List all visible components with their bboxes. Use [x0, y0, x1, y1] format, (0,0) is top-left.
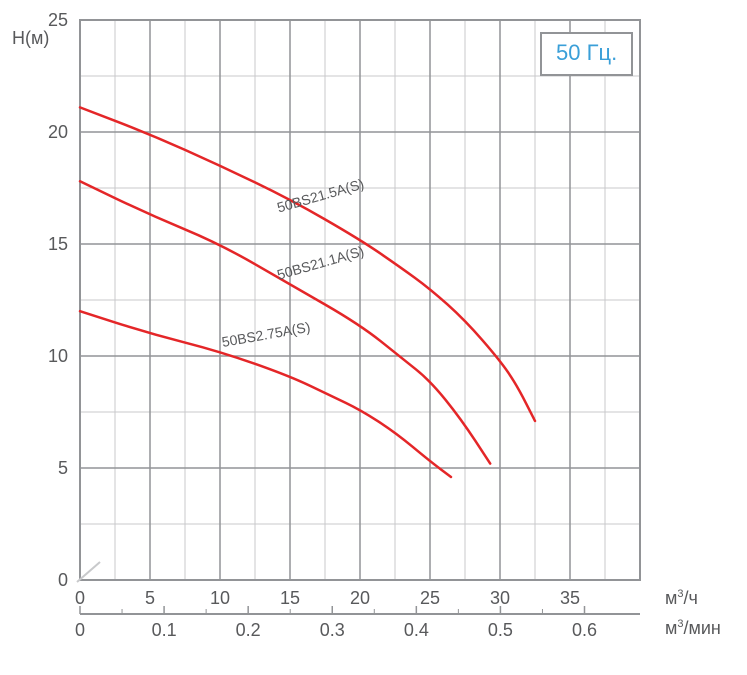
- x2-tick-label: 0.1: [152, 620, 177, 640]
- y-tick-label: 15: [48, 234, 68, 254]
- curve-label: 50BS2.75A(S): [221, 319, 312, 350]
- x2-tick-label: 0.6: [572, 620, 597, 640]
- x-axis-top-unit-label: м3/ч: [665, 588, 698, 609]
- y-tick-label: 0: [58, 570, 68, 590]
- x2-tick-label: 0.5: [488, 620, 513, 640]
- x2-tick-label: 0.3: [320, 620, 345, 640]
- x-tick-label: 20: [350, 588, 370, 608]
- x2-tick-label: 0.2: [236, 620, 261, 640]
- y-tick-label: 5: [58, 458, 68, 478]
- x-tick-label: 30: [490, 588, 510, 608]
- pump-curve-chart: 0 5 10 15 20 25 0 5 10 15 20 25 30 35 0 0.1 0.2 0.3 0.4 0.5…: [0, 0, 747, 675]
- frequency-badge: 50 Гц.: [540, 32, 633, 76]
- y-tick-label: 20: [48, 122, 68, 142]
- x-tick-label: 10: [210, 588, 230, 608]
- x-tick-label: 0: [75, 588, 85, 608]
- chart-canvas: 0 5 10 15 20 25 0 5 10 15 20 25 30 35 0 0.1 0.2 0.3 0.4 0.5…: [0, 0, 747, 675]
- x-axis-bottom-unit-label: м3/мин: [665, 618, 721, 639]
- x-tick-label: 15: [280, 588, 300, 608]
- y-tick-label: 25: [48, 10, 68, 30]
- x2-tick-label: 0.4: [404, 620, 429, 640]
- curve-label: 50BS21.1A(S): [275, 243, 365, 283]
- x-tick-label: 25: [420, 588, 440, 608]
- x-tick-label: 5: [145, 588, 155, 608]
- y-axis-unit-label: H(м): [12, 28, 49, 49]
- frequency-badge-text: 50 Гц.: [556, 40, 617, 65]
- x-tick-label: 35: [560, 588, 580, 608]
- x2-tick-label: 0: [75, 620, 85, 640]
- y-axis-unit-text: H(м): [12, 28, 49, 48]
- y-tick-label: 10: [48, 346, 68, 366]
- curve-label: 50BS21.5A(S): [275, 175, 365, 215]
